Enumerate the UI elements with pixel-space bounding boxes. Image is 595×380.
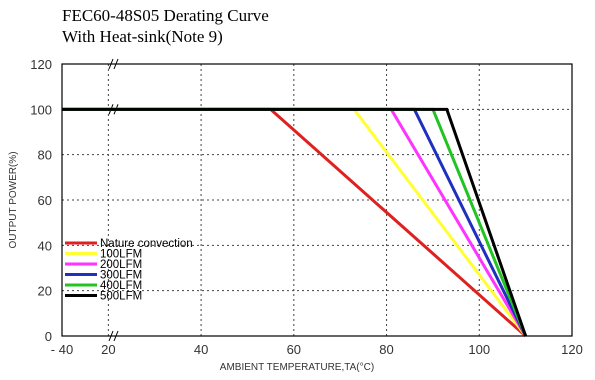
legend: Nature convection100LFM200LFM300LFM400LF… [65,238,193,303]
y-tick-label: 100 [30,102,52,117]
legend-label: 100LFM [100,249,142,261]
x-tick-label: 100 [468,342,490,357]
legend-label: 500LFM [100,291,142,303]
x-tick-label: 60 [287,342,301,357]
y-tick-label: 20 [38,284,52,299]
plot-frame [61,63,573,337]
y-tick-label: 60 [38,193,52,208]
chart-title-line-2: With Heat-sink(Note 9) [62,27,223,46]
legend-label: Nature convection [100,238,193,250]
chart-title-line-1: FEC60-48S05 Derating Curve [62,6,269,25]
x-axis-label: AMBIENT TEMPERATURE,TA(°C) [220,362,374,373]
series-lines [62,107,528,338]
x-tick-label: 80 [379,342,393,357]
x-tick-label: 40 [194,342,208,357]
legend-label: 300LFM [100,270,142,282]
series-line [62,107,528,337]
tick-labels: - 40 20 40 60 80 100 120 0 20 40 60 80 100 120 [30,57,583,357]
x-tick-label: 20 [101,342,115,357]
y-axis-label: OUTPUT POWER(%) [8,151,19,248]
y-tick-label: 40 [38,238,52,253]
x-tick-label: 120 [561,342,583,357]
legend-label: 200LFM [100,259,142,271]
y-tick-label: 80 [38,148,52,163]
y-tick-label: 120 [30,57,52,72]
y-tick-label: 0 [45,329,52,344]
legend-label: 400LFM [100,280,142,292]
x-tick-label: - 40 [51,342,73,357]
